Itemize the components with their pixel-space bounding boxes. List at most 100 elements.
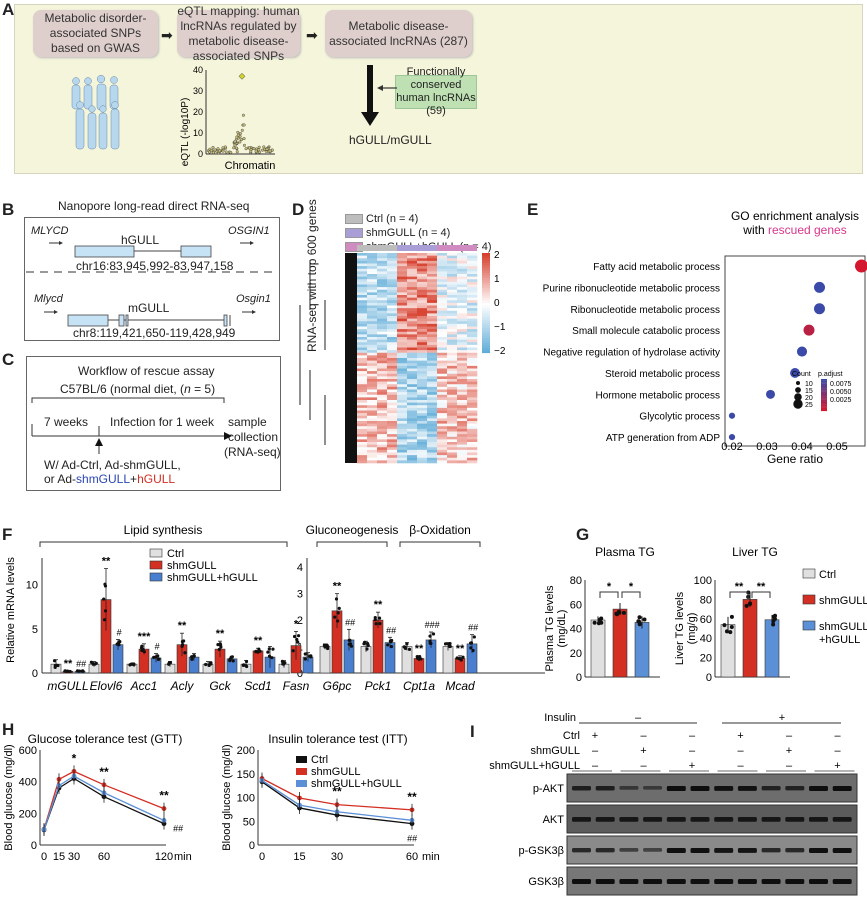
condition-mark: –: [786, 760, 793, 772]
heatmap-cell: [397, 394, 408, 398]
heatmap-cell: [377, 292, 388, 296]
heatmap-cell: [367, 455, 378, 459]
series-line: [261, 779, 413, 821]
heatmap-cell: [357, 289, 368, 293]
gene-structure-box: [24, 217, 280, 341]
count-legend-title: Count: [792, 371, 811, 378]
heatmap-cell: [357, 276, 368, 280]
heatmap-cell: [367, 444, 378, 448]
heatmap-cell: [367, 392, 378, 396]
heatmap-cell: [447, 418, 458, 422]
heatmap-cell: [407, 400, 418, 403]
condition-mark: –: [737, 745, 744, 757]
cohort-suffix: = 5): [190, 382, 216, 396]
color-scale-segment: [482, 308, 490, 311]
data-point: [230, 655, 234, 659]
heatmap-cell: [367, 344, 378, 348]
heatmap-cell: [457, 431, 468, 435]
heatmap-cell: [377, 392, 388, 396]
heatmap-cell: [437, 415, 448, 419]
heatmap-cell: [417, 268, 428, 272]
blot-band: [737, 879, 757, 884]
blot-band: [761, 848, 781, 853]
heatmap-cell: [447, 342, 458, 346]
heatmap-cell: [397, 447, 408, 451]
condition-mark: +: [592, 730, 598, 742]
heatmap-cell: [407, 331, 418, 335]
heatmap-cell: [357, 316, 368, 319]
data-point: [295, 637, 299, 642]
heatmap-cell: [437, 413, 448, 417]
heatmap-cell: [397, 444, 408, 448]
heatmap-cell: [447, 337, 458, 340]
eqtl-point: [248, 146, 252, 150]
heatmap-cell: [467, 444, 478, 448]
data-point: [68, 669, 72, 674]
heatmap-cell: [417, 287, 428, 291]
heatmap-cell: [427, 379, 438, 382]
legend-swatch: [149, 560, 163, 570]
heatmap-cell: [427, 363, 438, 367]
heatmap-cell: [457, 413, 468, 417]
heatmap-cell: [357, 260, 368, 264]
treatment-prefix: or Ad-: [44, 472, 77, 486]
significance-mark: *: [607, 581, 612, 593]
infection-arrow-head: [95, 438, 103, 446]
heatmap-cell: [387, 300, 398, 304]
heatmap-cell: [417, 266, 428, 270]
heatmap-cell: [377, 274, 388, 277]
heatmap-cell: [457, 316, 468, 319]
heatmap-cell: [397, 268, 408, 272]
heatmap-cell: [387, 339, 398, 343]
heatmap-cell: [357, 263, 368, 267]
heatmap-cell: [357, 334, 368, 338]
eqtl-ytick: 30: [193, 86, 203, 96]
heatmap-cell: [437, 271, 448, 275]
heatmap-cell: [407, 389, 418, 393]
heatmap-cell: [457, 318, 468, 322]
heatmap-cell: [387, 360, 398, 364]
group-title: Gluconeogenesis: [306, 523, 399, 537]
heatmap-cell: [457, 400, 468, 403]
heatmap-cell: [467, 271, 478, 275]
heatmap-cell: [377, 308, 388, 312]
data-point: [771, 622, 776, 627]
heatmap-cell: [407, 284, 418, 288]
heatmap-cell: [357, 384, 368, 388]
significance-mark: **: [216, 628, 225, 640]
heatmap-cell: [427, 323, 438, 327]
heatmap-cell: [467, 337, 478, 340]
heatmap-cell: [437, 431, 448, 435]
heatmap-cell: [397, 279, 408, 283]
heatmap-cell: [407, 274, 418, 277]
condition-label: shmGULL: [530, 745, 580, 757]
heatmap-cell: [467, 266, 478, 270]
heatmap-cell: [387, 305, 398, 309]
heatmap-cell: [457, 365, 468, 369]
color-scale-segment: [482, 323, 490, 326]
heatmap-cell: [467, 263, 478, 267]
heatmap-cell: [467, 379, 478, 382]
heatmap-cell: [447, 302, 458, 306]
heatmap-cell: [437, 407, 448, 411]
heatmap-cell: [437, 368, 448, 372]
heatmap-cell: [447, 421, 458, 424]
heatmap-cell: [467, 421, 478, 424]
blot-band: [832, 879, 852, 884]
heatmap-cell: [407, 423, 418, 427]
heatmap-cell: [407, 321, 418, 325]
heatmap-cell: [437, 460, 448, 464]
heatmap-cell: [377, 384, 388, 388]
heatmap-cell: [397, 326, 408, 330]
heatmap-cell: [437, 376, 448, 380]
data-point: [231, 659, 235, 663]
heatmap-cell: [447, 452, 458, 456]
color-scale-segment: [482, 343, 490, 346]
heatmap-cell: [357, 292, 368, 296]
heatmap-cell: [437, 339, 448, 343]
heatmap-cell: [437, 371, 448, 375]
heatmap-cell: [467, 274, 478, 277]
data-point: [621, 610, 626, 615]
condition-mark: –: [592, 745, 599, 757]
heatmap-cell: [377, 410, 388, 414]
